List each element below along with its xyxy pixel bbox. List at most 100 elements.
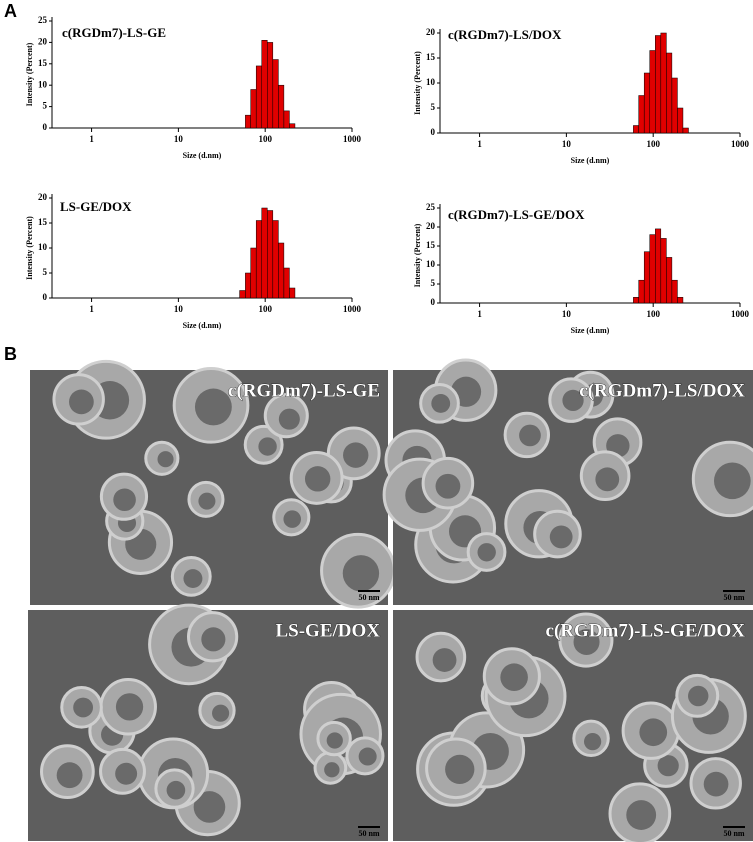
- vesicle-core: [703, 771, 729, 797]
- y-tick-label: 20: [38, 36, 48, 46]
- y-axis-label: Intensity (Percent): [25, 42, 34, 106]
- x-axis-label: Size (d.nm): [571, 156, 610, 165]
- scale-bar-label: 50 nm: [358, 829, 379, 838]
- panel-label: B: [4, 344, 17, 364]
- vesicle-core: [500, 663, 528, 692]
- chart-title: c(RGDm7)-LS/DOX: [448, 27, 562, 42]
- y-tick-label: 5: [431, 102, 436, 112]
- x-tick-label: 100: [646, 309, 660, 319]
- y-tick-label: 15: [38, 58, 48, 68]
- x-tick-label: 100: [258, 134, 272, 144]
- bar: [666, 257, 673, 304]
- x-tick-label: 100: [646, 139, 660, 149]
- tem-image: c(RGDm7)-LS-GE 50 nm: [30, 359, 396, 609]
- vesicle-core: [562, 389, 584, 412]
- y-tick-label: 5: [43, 101, 48, 111]
- x-axis-label: Size (d.nm): [183, 151, 222, 160]
- scale-bar-label: 50 nm: [358, 593, 379, 602]
- vesicle-core: [435, 473, 461, 499]
- bar: [660, 238, 667, 304]
- vesicle-core: [445, 754, 475, 785]
- vesicle-core: [432, 648, 457, 672]
- vesicle-core: [688, 685, 709, 707]
- x-tick-label: 1: [477, 139, 482, 149]
- bar: [255, 220, 263, 299]
- image-label: LS-GE/DOX: [275, 620, 380, 641]
- tem-image: LS-GE/DOX 50 nm: [28, 603, 388, 841]
- x-tick-label: 1000: [343, 304, 362, 314]
- y-axis-label: Intensity (Percent): [413, 51, 422, 115]
- vesicle-core: [201, 627, 226, 652]
- image-label: c(RGDm7)-LS-GE: [228, 380, 380, 401]
- vesicle-core: [183, 569, 203, 589]
- tem-image: c(RGDm7)-LS-GE/DOX 50 nm: [393, 610, 753, 842]
- bar: [638, 279, 645, 304]
- bar: [649, 50, 656, 134]
- y-tick-label: 0: [43, 292, 48, 302]
- bar: [267, 210, 274, 299]
- bar: [633, 297, 639, 304]
- bar: [239, 290, 246, 299]
- vesicle-core: [115, 693, 144, 721]
- vesicle-core: [519, 424, 541, 447]
- vesicle-core: [212, 704, 230, 722]
- vesicle-core: [115, 762, 138, 785]
- y-tick-label: 20: [426, 221, 436, 231]
- y-tick-label: 15: [426, 240, 436, 250]
- bar: [272, 220, 279, 299]
- vesicle-core: [639, 718, 668, 747]
- bar: [267, 42, 274, 129]
- y-axis-label: Intensity (Percent): [25, 216, 34, 280]
- vesicle-core: [194, 388, 232, 426]
- bar: [660, 32, 667, 134]
- y-tick-label: 25: [38, 15, 48, 25]
- bar: [289, 123, 296, 129]
- vesicle-core: [326, 732, 343, 749]
- image-label: c(RGDm7)-LS/DOX: [579, 380, 745, 401]
- bar: [283, 267, 290, 299]
- y-tick-label: 0: [43, 122, 48, 132]
- vesicle-core: [657, 755, 679, 777]
- bar: [633, 125, 639, 134]
- bar: [682, 127, 689, 134]
- vesicle-core: [584, 733, 602, 751]
- scale-bar-label: 50 nm: [723, 593, 744, 602]
- vesicle-core: [56, 762, 83, 789]
- bar: [638, 95, 645, 134]
- bar: [643, 72, 651, 134]
- y-tick-label: 10: [38, 242, 48, 252]
- bar: [671, 77, 678, 134]
- vesicle-core: [573, 628, 600, 655]
- tem-image: c(RGDm7)-LS/DOX 50 nm: [382, 358, 753, 605]
- bar: [671, 279, 678, 304]
- image-label: c(RGDm7)-LS-GE/DOX: [546, 620, 746, 641]
- vesicle-core: [283, 510, 301, 528]
- y-tick-label: 20: [426, 27, 436, 37]
- y-tick-label: 25: [426, 202, 436, 212]
- y-tick-label: 5: [43, 267, 48, 277]
- vesicle-core: [626, 800, 657, 830]
- vesicle-core: [69, 389, 94, 415]
- vesicle-core: [431, 394, 451, 413]
- chart-title: c(RGDm7)-LS-GE/DOX: [448, 207, 585, 222]
- bar: [283, 110, 290, 129]
- x-tick-label: 1: [89, 134, 94, 144]
- vesicle-core: [73, 697, 94, 718]
- vesicle-core: [258, 437, 277, 456]
- x-tick-label: 1000: [731, 139, 750, 149]
- chart-title: LS-GE/DOX: [60, 199, 132, 214]
- x-axis-label: Size (d.nm): [183, 321, 222, 330]
- x-tick-label: 10: [562, 139, 572, 149]
- bar: [245, 114, 251, 129]
- y-tick-label: 10: [38, 79, 48, 89]
- y-tick-label: 10: [426, 77, 436, 87]
- y-tick-label: 0: [431, 297, 436, 307]
- x-tick-label: 10: [174, 134, 184, 144]
- vesicle-core: [157, 451, 174, 468]
- vesicle-core: [477, 543, 496, 562]
- bar: [666, 52, 673, 134]
- vesicle-core: [324, 762, 340, 778]
- y-tick-label: 10: [426, 259, 436, 269]
- x-tick-label: 100: [258, 304, 272, 314]
